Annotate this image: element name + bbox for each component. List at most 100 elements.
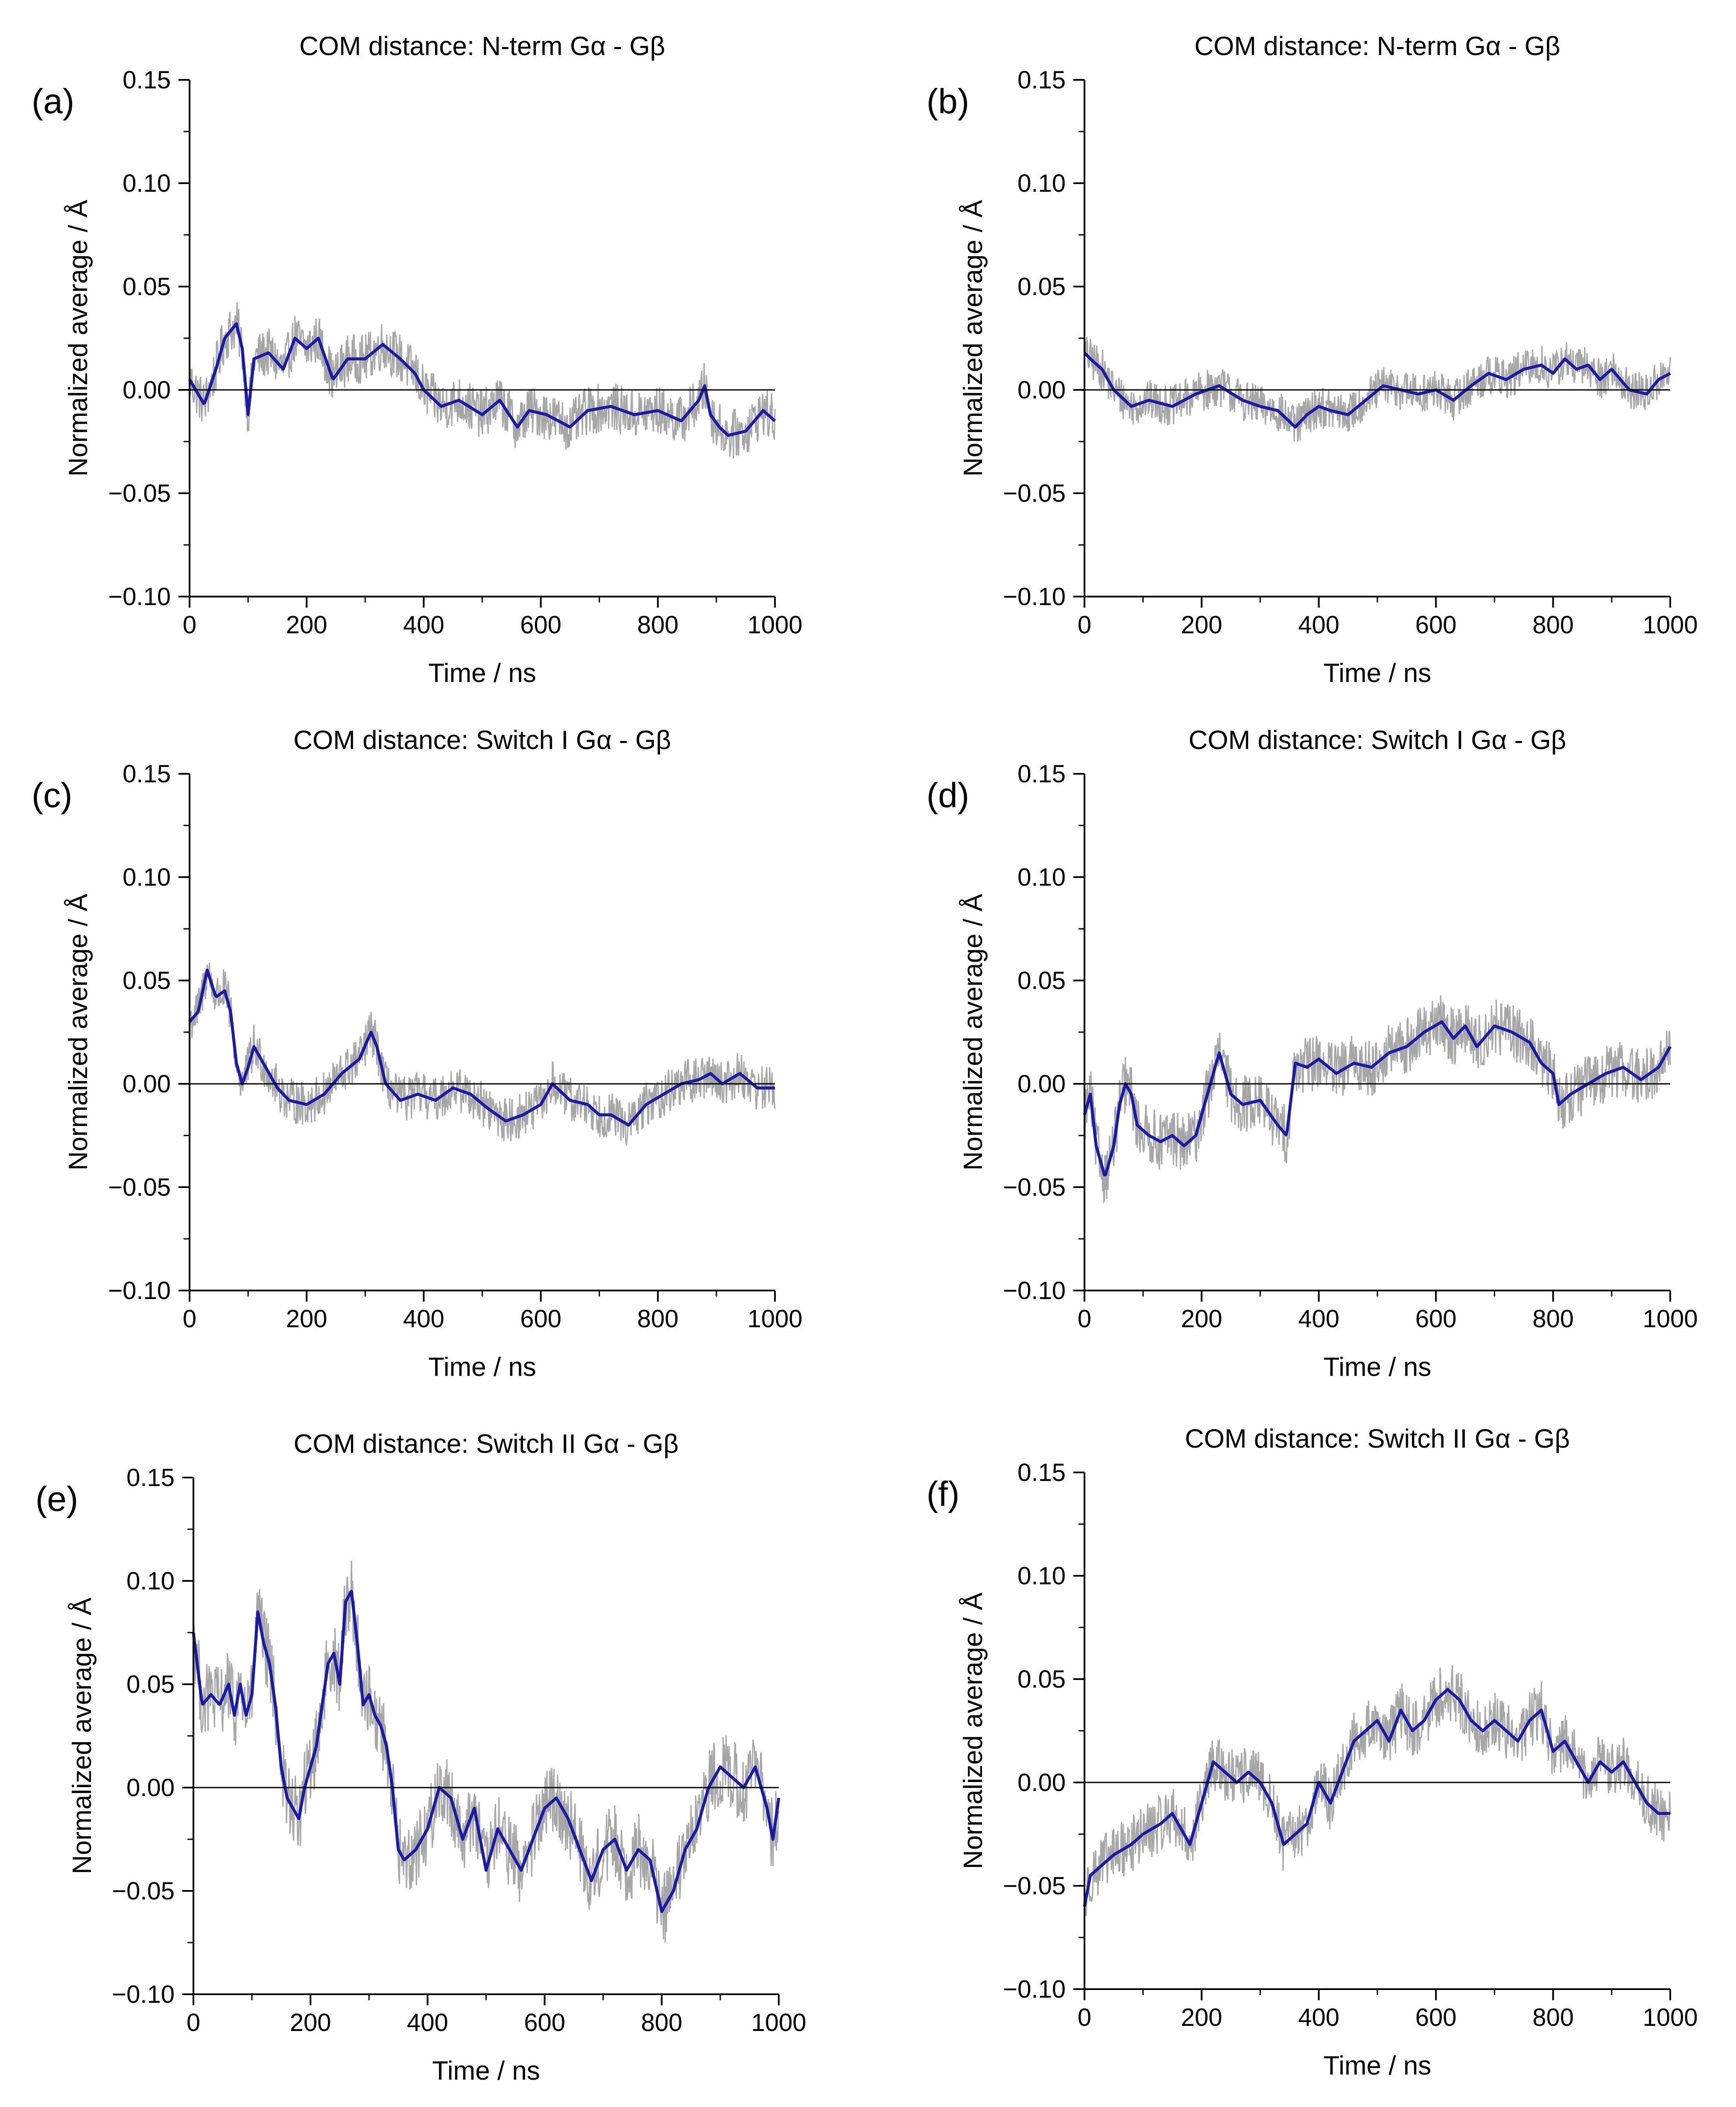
chart-title: COM distance: N-term Gα - Gβ [299, 32, 665, 61]
x-tick-label: 800 [637, 1305, 678, 1333]
x-tick-label: 1000 [751, 2009, 806, 2037]
y-tick-label: 0.00 [1017, 1070, 1066, 1098]
y-tick-label: 0.05 [123, 967, 171, 995]
y-tick-label: 0.00 [1017, 1769, 1066, 1797]
y-tick-label: 0.15 [1017, 760, 1066, 788]
raw-series-line [1084, 1665, 1671, 1917]
x-tick-label: 200 [1181, 611, 1222, 639]
y-tick-label: 0.05 [123, 273, 171, 301]
x-tick-label: 1000 [747, 1305, 802, 1333]
y-tick-label: 0.10 [1017, 170, 1066, 197]
panel-label: (d) [926, 776, 969, 815]
x-tick-label: 400 [403, 1305, 444, 1333]
y-tick-label: −0.10 [1003, 1277, 1066, 1305]
x-axis-title: Time / ns [428, 658, 536, 688]
x-tick-label: 800 [1532, 611, 1574, 639]
y-axis-title: Normalized average / Å [959, 893, 988, 1170]
chart-title: COM distance: Switch I Gα - Gβ [1189, 726, 1566, 755]
x-axis-title: Time / ns [1324, 658, 1432, 688]
x-tick-label: 400 [1298, 1305, 1339, 1333]
x-tick-label: 800 [1532, 1305, 1574, 1333]
y-axis-title: Normalized average / Å [959, 1592, 988, 1869]
y-tick-label: 0.15 [123, 66, 171, 94]
smoothed-series-line [1083, 1688, 1671, 1907]
y-tick-label: 0.10 [123, 170, 171, 197]
y-tick-label: −0.05 [1003, 1872, 1066, 1900]
y-tick-label: 0.15 [1017, 66, 1066, 94]
raw-series-line [1084, 337, 1671, 442]
y-tick-label: −0.10 [1003, 1975, 1066, 2003]
x-tick-label: 0 [183, 1305, 196, 1333]
x-tick-label: 200 [290, 2009, 331, 2037]
y-tick-label: −0.10 [108, 1277, 171, 1305]
chart-title: COM distance: N-term Gα - Gβ [1195, 32, 1561, 61]
panel-label: (f) [926, 1475, 959, 1513]
smoothed-series-line [1083, 1020, 1672, 1176]
y-tick-label: 0.15 [126, 1464, 175, 1492]
y-tick-label: −0.10 [1003, 583, 1066, 611]
x-tick-label: 1000 [1642, 2004, 1698, 2031]
x-axis-title: Time / ns [1324, 1352, 1432, 1382]
y-tick-label: 0.10 [123, 863, 171, 891]
chart-title: COM distance: Switch II Gα - Gβ [294, 1429, 679, 1459]
x-axis-title: Time / ns [432, 2056, 540, 2086]
y-tick-label: 0.00 [123, 1070, 171, 1098]
y-tick-label: 0.05 [126, 1671, 175, 1698]
raw-series-line [189, 963, 776, 1146]
x-tick-label: 0 [1078, 1305, 1091, 1333]
chart-title: COM distance: Switch II Gα - Gβ [1185, 1424, 1570, 1454]
x-axis-title: Time / ns [428, 1352, 536, 1382]
y-tick-label: 0.05 [1017, 273, 1066, 301]
x-tick-label: 600 [1415, 611, 1457, 639]
smoothed-series-line [192, 1589, 780, 1913]
y-axis-title: Normalized average / Å [959, 199, 988, 476]
x-tick-label: 0 [1078, 611, 1091, 639]
smoothed-series-line [188, 322, 776, 437]
y-tick-label: 0.10 [1017, 863, 1066, 891]
x-tick-label: 600 [1415, 2004, 1457, 2031]
x-tick-label: 600 [520, 611, 561, 639]
x-tick-label: 400 [1298, 611, 1339, 639]
chart-panel-e: COM distance: Switch II Gα - Gβ (e) −0.10 −… [35, 1429, 807, 2086]
x-tick-label: 800 [1532, 2004, 1574, 2031]
chart-panel-c: COM distance: Switch I Gα - Gβ (c) −0.10 −0… [32, 726, 803, 1382]
x-tick-label: 600 [520, 1305, 561, 1333]
chart-panel-f: COM distance: Switch II Gα - Gβ (f) −0.10 −… [926, 1424, 1698, 2081]
x-tick-label: 1000 [747, 611, 802, 639]
y-tick-label: −0.05 [108, 480, 171, 507]
y-axis-title: Normalized average / Å [67, 1597, 97, 1874]
x-axis-title: Time / ns [1324, 2051, 1432, 2081]
smoothed-series-line [1083, 351, 1671, 429]
chart-panel-a: COM distance: N-term Gα - Gβ (a) −0.10 −0.0… [32, 32, 803, 688]
panel-label: (a) [32, 82, 74, 121]
x-tick-label: 200 [286, 611, 327, 639]
y-tick-label: −0.05 [1003, 1173, 1066, 1201]
x-tick-label: 600 [1415, 1305, 1457, 1333]
smoothed-series-line [188, 969, 775, 1127]
y-tick-label: 0.15 [1017, 1459, 1066, 1487]
chart-title: COM distance: Switch I Gα - Gβ [293, 726, 671, 755]
y-tick-label: 0.00 [1017, 376, 1066, 404]
x-tick-label: 1000 [1642, 611, 1698, 639]
chart-panel-b: COM distance: N-term Gα - Gβ (b) −0.10 −0.0… [926, 32, 1698, 688]
x-tick-label: 800 [641, 2009, 682, 2037]
panel-label: (e) [35, 1480, 78, 1519]
y-tick-label: −0.05 [112, 1877, 175, 1905]
y-axis-title: Normalized average / Å [64, 893, 93, 1170]
x-tick-label: 0 [1078, 2004, 1091, 2031]
raw-series-line [189, 302, 776, 459]
chart-panel-d: COM distance: Switch I Gα - Gβ (d) −0.10 −0… [926, 726, 1698, 1382]
y-tick-label: −0.05 [1003, 480, 1066, 507]
y-tick-label: −0.10 [112, 1981, 175, 2008]
y-tick-label: 0.10 [126, 1567, 175, 1595]
y-tick-label: −0.05 [108, 1173, 171, 1201]
y-tick-label: 0.10 [1017, 1562, 1066, 1590]
y-tick-label: 0.05 [1017, 967, 1066, 995]
y-tick-label: 0.05 [1017, 1665, 1066, 1693]
x-tick-label: 0 [187, 2009, 200, 2037]
x-tick-label: 400 [403, 611, 444, 639]
x-tick-label: 400 [407, 2009, 448, 2037]
x-tick-label: 0 [183, 611, 196, 639]
x-tick-label: 1000 [1642, 1305, 1698, 1333]
